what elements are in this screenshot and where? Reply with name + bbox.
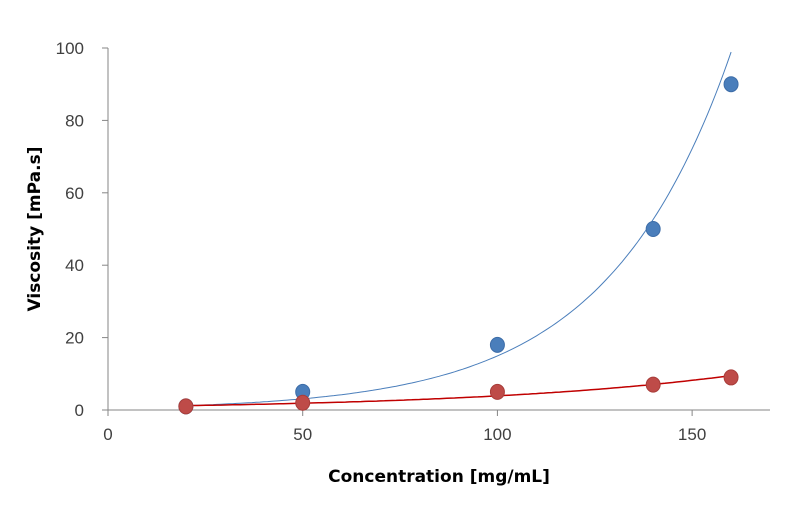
- x-tick-label: 0: [103, 425, 112, 444]
- point-series-2: [645, 376, 661, 393]
- point-series-1: [723, 76, 739, 93]
- point-series-2: [723, 369, 739, 386]
- x-tick-label: 150: [678, 425, 706, 444]
- point-series-2: [489, 383, 505, 400]
- x-axis-label: Concentration [mg/mL]: [328, 467, 550, 487]
- point-series-2: [295, 394, 311, 411]
- y-axis-label: Viscosity [mPa.s]: [25, 147, 45, 312]
- y-tick-label: 20: [65, 329, 84, 348]
- trendlines: [185, 51, 732, 407]
- axes: 0 50 100 150 0 20 40 60 80 100: [56, 39, 770, 444]
- y-tick-label: 40: [65, 256, 84, 275]
- trendline-series-2: [185, 374, 732, 407]
- data-points: [178, 76, 739, 415]
- x-tick-label: 100: [483, 425, 511, 444]
- y-tick-label: 100: [56, 39, 84, 58]
- y-tick-label: 0: [75, 401, 84, 420]
- y-tick-label: 60: [65, 184, 84, 203]
- y-tick-label: 80: [65, 111, 84, 130]
- x-tick-label: 50: [293, 425, 312, 444]
- trendline-series-1: [185, 51, 732, 407]
- point-series-1: [645, 221, 661, 237]
- point-series-2: [178, 398, 194, 415]
- point-series-1: [489, 336, 505, 353]
